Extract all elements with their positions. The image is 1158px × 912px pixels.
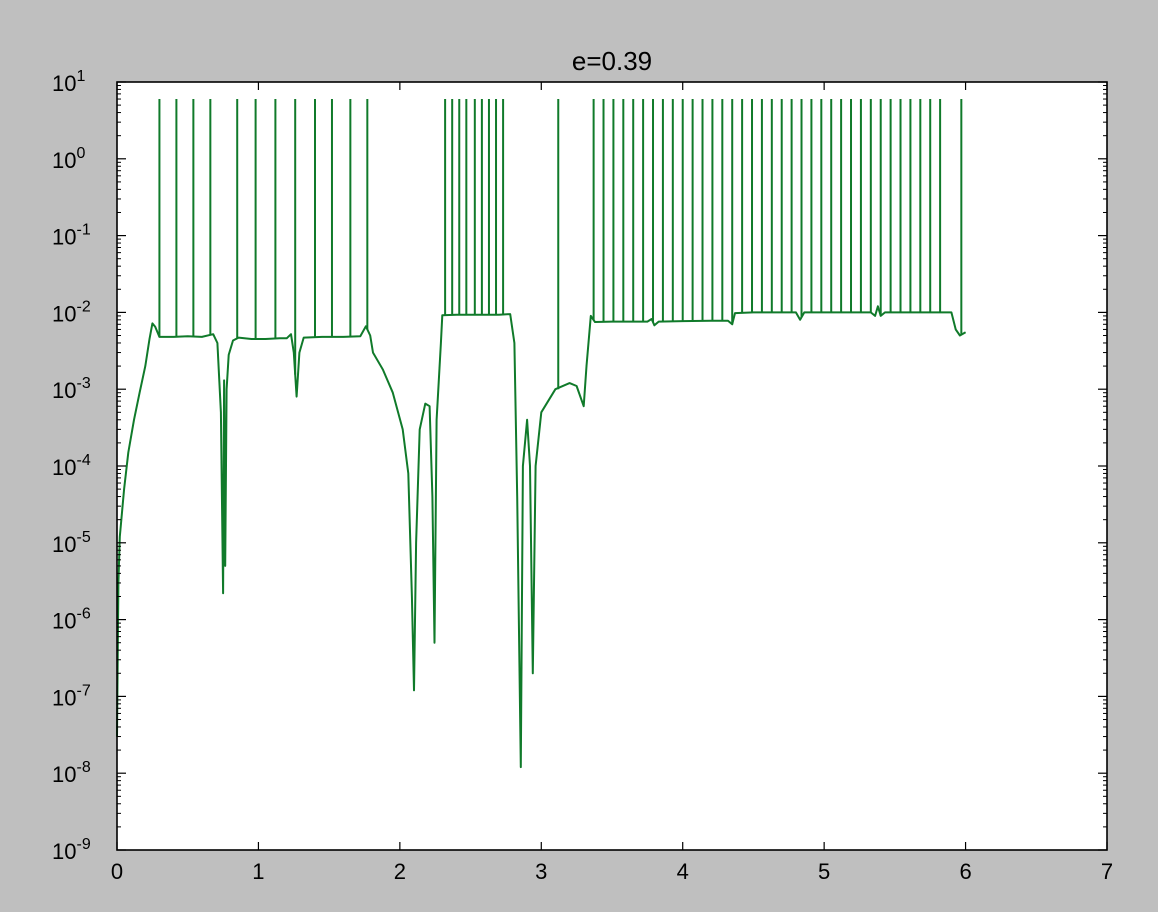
y-tick-label: 10-7	[52, 682, 91, 710]
y-tick-label: 10-4	[52, 452, 91, 480]
series-group	[116, 305, 967, 769]
x-tick-label: 7	[1101, 859, 1113, 884]
y-tick-labels: 10-9 10-8 10-7 10-6 10-5 10-4 10-3 10-2 10-1 100 1…	[52, 68, 91, 864]
y-tick-label: 100	[52, 145, 85, 173]
x-tick-label: 2	[394, 859, 406, 884]
x-tick-label: 4	[677, 859, 689, 884]
x-tick-label: 6	[959, 859, 971, 884]
x-tick-label: 5	[818, 859, 830, 884]
y-tick-label: 10-2	[52, 298, 91, 326]
series-line-0	[116, 305, 967, 769]
y-tick-label: 10-5	[52, 529, 91, 557]
chart-title: e=0.39	[572, 46, 652, 76]
plot-area	[117, 82, 1107, 850]
x-tick-label: 3	[535, 859, 547, 884]
x-tick-label: 0	[111, 859, 123, 884]
y-tick-label: 101	[52, 68, 85, 96]
x-tick-label: 1	[252, 859, 264, 884]
spike-lines	[158, 99, 963, 390]
y-tick-label: 10-1	[52, 222, 91, 250]
y-tick-label: 10-6	[52, 606, 91, 634]
x-tick-labels: 0 1 2 3 4 5 6 7	[111, 859, 1113, 884]
y-tick-label: 10-8	[52, 759, 91, 787]
y-tick-label: 10-3	[52, 375, 91, 403]
y-tick-label: 10-9	[52, 836, 91, 864]
plot-frame	[116, 81, 1108, 851]
